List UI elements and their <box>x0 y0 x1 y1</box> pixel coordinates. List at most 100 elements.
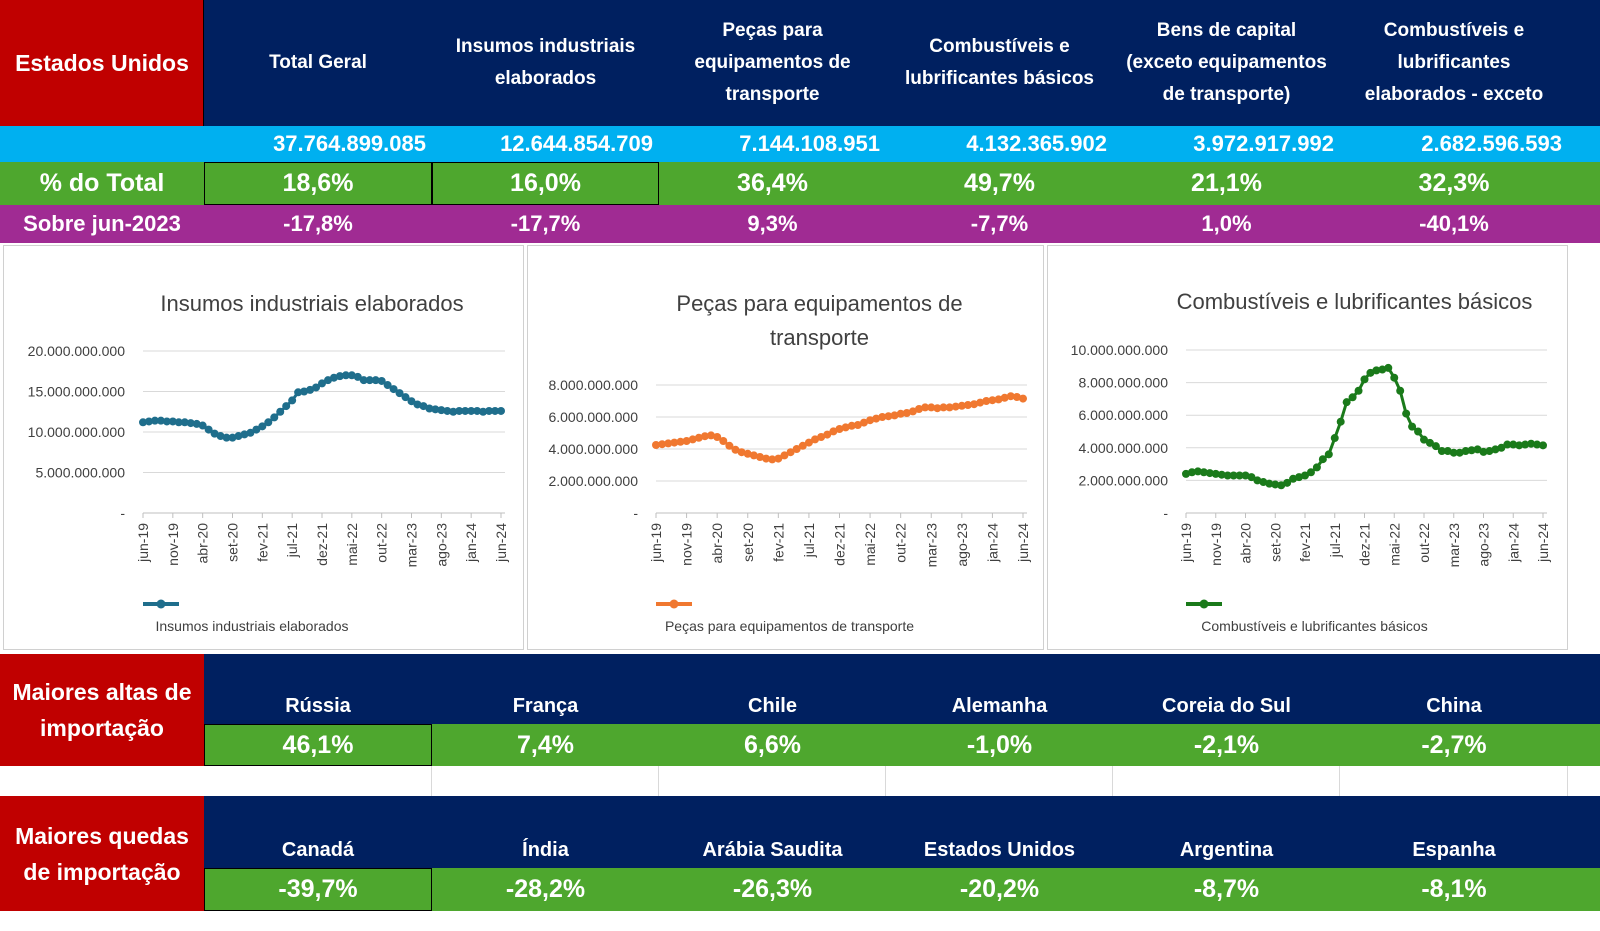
data-point-2-21 <box>1306 468 1315 477</box>
data-point-1-32 <box>847 421 856 430</box>
data-point-0-25 <box>288 396 297 405</box>
data-point-0-59 <box>491 406 500 415</box>
data-point-0-23 <box>276 407 285 416</box>
data-point-1-4 <box>676 437 685 446</box>
lows-country-0: Canadá <box>204 796 432 868</box>
data-point-0-6 <box>174 418 183 427</box>
share-5: 32,3% <box>1340 162 1568 205</box>
x-tick-label-2-12: jun-24 <box>1535 523 1551 563</box>
highs-value-0: 46,1% <box>204 724 432 766</box>
change-label: Sobre jun-2023 <box>0 205 204 243</box>
data-point-1-8 <box>700 432 709 441</box>
x-tick-label-0-10: ago-23 <box>433 523 449 567</box>
lows-country-4: Argentina <box>1113 796 1340 868</box>
data-point-0-36 <box>353 372 362 381</box>
y-tick-label-1-1: 2.000.000.000 <box>548 473 638 489</box>
x-tick-label-2-9: mar-23 <box>1446 523 1462 568</box>
x-tick-label-2-8: out-22 <box>1416 523 1432 563</box>
data-point-1-6 <box>688 435 697 444</box>
x-tick-label-2-5: jul-21 <box>1327 523 1343 558</box>
chart-svg-2: Combustíveis e lubrificantes básicos - 2.0… <box>1071 289 1551 634</box>
data-point-1-30 <box>835 425 844 433</box>
data-point-0-18 <box>246 428 255 437</box>
x-tick-label-0-2: abr-20 <box>195 523 211 564</box>
highs-country-0: Rússia <box>204 654 432 724</box>
share-1: 16,0% <box>432 162 659 205</box>
share-right-edge <box>1568 162 1600 205</box>
data-point-2-14 <box>1265 479 1274 488</box>
share-label: % do Total <box>0 162 204 205</box>
chart-panel-1: Peças para equipamentos de transporte - 2.0… <box>527 245 1044 650</box>
gap-cell-4 <box>1113 766 1340 796</box>
y-tick-label-1-4: 8.000.000.000 <box>548 377 638 393</box>
data-point-0-51 <box>443 406 452 415</box>
x-tick-label-2-1: nov-19 <box>1208 523 1224 566</box>
x-tick-label-1-5: jul-21 <box>801 523 817 558</box>
data-point-0-3 <box>156 416 165 425</box>
column-header-2: Peças para equipamentos de transporte <box>659 0 886 126</box>
data-point-1-33 <box>853 421 862 429</box>
data-point-0-60 <box>497 406 505 415</box>
column-header-4: Bens de capital (exceto equipamentos de … <box>1113 0 1340 126</box>
data-point-1-52 <box>970 400 979 409</box>
share-3: 49,7% <box>886 162 1113 205</box>
legend-marker-1 <box>669 599 679 609</box>
highs-country-4: Coreia do Sul <box>1113 654 1340 724</box>
x-tick-label-0-11: jan-24 <box>463 523 479 563</box>
data-point-1-12 <box>725 441 734 450</box>
highs-country-2: Chile <box>659 654 886 724</box>
share-2: 36,4% <box>659 162 886 205</box>
y-tick-label-2-3: 6.000.000.000 <box>1078 407 1168 423</box>
data-point-0-40 <box>377 376 386 385</box>
lows-right-top <box>1568 796 1600 868</box>
data-point-2-2 <box>1193 467 1202 476</box>
data-point-1-16 <box>749 451 758 460</box>
data-point-1-45 <box>927 403 936 412</box>
data-point-1-54 <box>982 397 991 405</box>
header-right-edge <box>1568 0 1600 126</box>
x-tick-label-1-10: ago-23 <box>954 523 970 567</box>
change-5: -40,1% <box>1340 205 1568 243</box>
x-tick-label-1-6: dez-21 <box>832 523 848 566</box>
data-point-2-56 <box>1515 441 1524 450</box>
data-point-1-37 <box>878 413 887 421</box>
data-point-2-26 <box>1336 417 1345 426</box>
data-point-1-34 <box>859 418 868 427</box>
data-point-2-22 <box>1312 463 1321 472</box>
data-point-2-3 <box>1199 468 1208 477</box>
data-point-2-55 <box>1509 440 1518 449</box>
data-point-2-8 <box>1229 471 1238 480</box>
data-point-0-45 <box>407 397 416 406</box>
data-point-2-45 <box>1449 448 1458 457</box>
data-point-0-41 <box>383 381 392 390</box>
change-4: 1,0% <box>1113 205 1340 243</box>
data-point-1-48 <box>945 403 954 412</box>
data-point-1-46 <box>933 404 942 413</box>
column-header-5: Combustíveis e lubrificantes elaborados … <box>1340 0 1568 126</box>
data-point-2-11 <box>1247 473 1256 482</box>
data-point-1-10 <box>713 433 722 441</box>
highs-right-bot <box>1568 724 1600 766</box>
data-point-0-34 <box>341 371 350 380</box>
x-tick-label-1-1: nov-19 <box>679 523 695 566</box>
data-point-0-7 <box>180 418 189 427</box>
data-point-1-1 <box>658 440 667 449</box>
legend-label-1: Peças para equipamentos de transporte <box>665 618 914 634</box>
data-point-0-1 <box>144 417 153 426</box>
data-point-0-44 <box>401 393 410 402</box>
data-point-1-0 <box>652 441 660 449</box>
data-point-2-53 <box>1497 443 1506 452</box>
x-tick-label-1-12: jun-24 <box>1015 523 1031 563</box>
x-tick-label-0-8: out-22 <box>374 523 390 563</box>
data-point-0-11 <box>204 425 213 434</box>
data-point-2-42 <box>1431 442 1440 451</box>
x-tick-label-2-3: set-20 <box>1267 523 1283 562</box>
y-tick-label-2-1: 2.000.000.000 <box>1078 472 1168 488</box>
data-point-0-4 <box>162 417 171 426</box>
data-point-0-2 <box>150 416 159 425</box>
value-2: 7.144.108.951 <box>659 126 886 162</box>
x-tick-label-0-7: mai-22 <box>344 523 360 566</box>
value-3: 4.132.365.902 <box>886 126 1113 162</box>
data-point-0-24 <box>282 402 291 411</box>
chart-svg-1: Peças para equipamentos de transporte - 2.0… <box>548 291 1031 634</box>
